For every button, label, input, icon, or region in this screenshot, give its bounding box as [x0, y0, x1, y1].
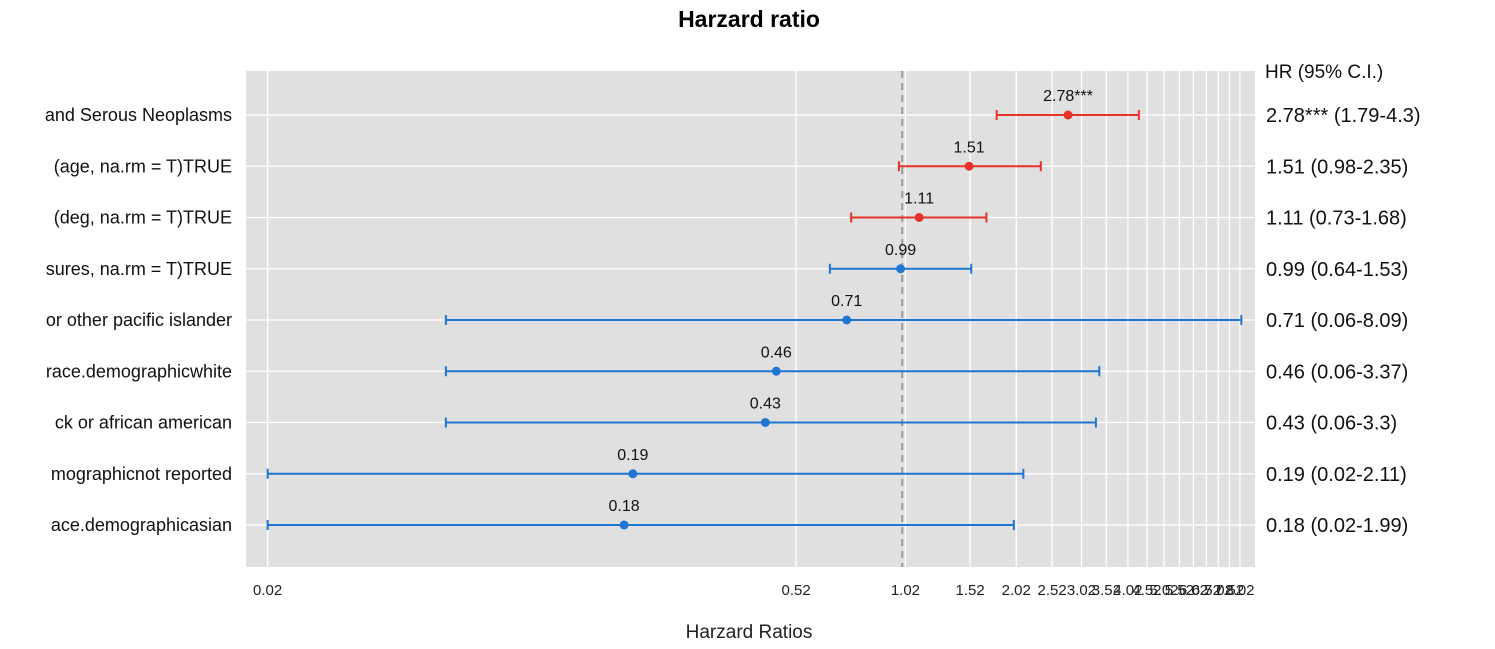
hr-value-text: 0.99 (0.64-1.53): [1266, 259, 1408, 281]
point-label: 0.43: [750, 396, 781, 413]
hr-point: [1063, 110, 1073, 120]
x-tick-label: 0.52: [782, 582, 811, 599]
point-label: 0.46: [761, 344, 792, 361]
hr-point: [914, 213, 924, 222]
hr-column-header: HR (95% C.I.): [1265, 62, 1383, 83]
hr-point: [896, 264, 906, 274]
point-label: 1.11: [904, 191, 934, 208]
x-tick-label: 4.02: [1113, 582, 1142, 599]
x-tick-label: 3.02: [1067, 582, 1096, 599]
hr-value-text: 2.78*** (1.79-4.3): [1266, 105, 1421, 127]
x-tick-label: 1.02: [891, 582, 920, 599]
row-label: (deg, na.rm = T)TRUE: [54, 208, 232, 228]
hr-point: [771, 366, 781, 376]
x-tick-label: 2.02: [1002, 582, 1031, 599]
hr-value-text: 0.43 (0.06-3.3): [1266, 413, 1397, 435]
hr-value-text: 0.18 (0.02-1.99): [1266, 515, 1408, 537]
x-tick-label: 7.52: [1215, 582, 1244, 599]
x-tick-label: 6.02: [1179, 582, 1208, 599]
x-tick-label: 7.02: [1204, 582, 1233, 599]
x-axis-title: Harzard Ratios: [686, 622, 813, 643]
point-label: 0.99: [885, 242, 916, 259]
point-label: 0.19: [617, 447, 648, 464]
point-label: 1.51: [954, 139, 985, 156]
x-tick-label: 5.52: [1165, 582, 1194, 599]
chart-title: Harzard ratio: [678, 6, 820, 32]
hr-value-text: 1.51 (0.98-2.35): [1266, 156, 1408, 178]
hr-value-text: 0.71 (0.06-8.09): [1266, 310, 1408, 332]
hr-point: [619, 520, 629, 530]
row-label: (age, na.rm = T)TRUE: [54, 156, 232, 176]
hr-point: [842, 315, 852, 325]
hr-value-text: 1.11 (0.73-1.68): [1266, 208, 1407, 230]
point-label: 0.71: [831, 293, 862, 310]
x-tick-label: 2.52: [1038, 582, 1067, 599]
point-label: 2.78***: [1043, 88, 1093, 105]
x-tick-label: 8.02: [1225, 582, 1254, 599]
hr-value-text: 0.46 (0.06-3.37): [1266, 361, 1408, 383]
row-label: ace.demographicasian: [51, 515, 232, 535]
row-label: ck or african american: [55, 413, 232, 433]
x-tick-label: 6.52: [1192, 582, 1221, 599]
hr-value-text: 0.19 (0.02-2.11): [1266, 464, 1407, 486]
row-label: mographicnot reported: [51, 464, 232, 484]
x-tick-label: 1.52: [956, 582, 985, 599]
hr-point: [760, 418, 770, 427]
row-label: and Serous Neoplasms: [45, 105, 232, 125]
x-tick-label: 5.02: [1149, 582, 1178, 599]
row-label: sures, na.rm = T)TRUE: [46, 259, 232, 279]
hr-point: [964, 161, 974, 171]
row-label: or other pacific islander: [46, 310, 232, 330]
row-label: race.demographicwhite: [46, 361, 232, 381]
x-tick-label: 0.02: [253, 582, 282, 599]
x-tick-label: 3.52: [1092, 582, 1121, 599]
point-label: 0.18: [609, 498, 640, 515]
x-tick-label: 4.52: [1132, 582, 1161, 599]
hr-point: [628, 469, 638, 479]
